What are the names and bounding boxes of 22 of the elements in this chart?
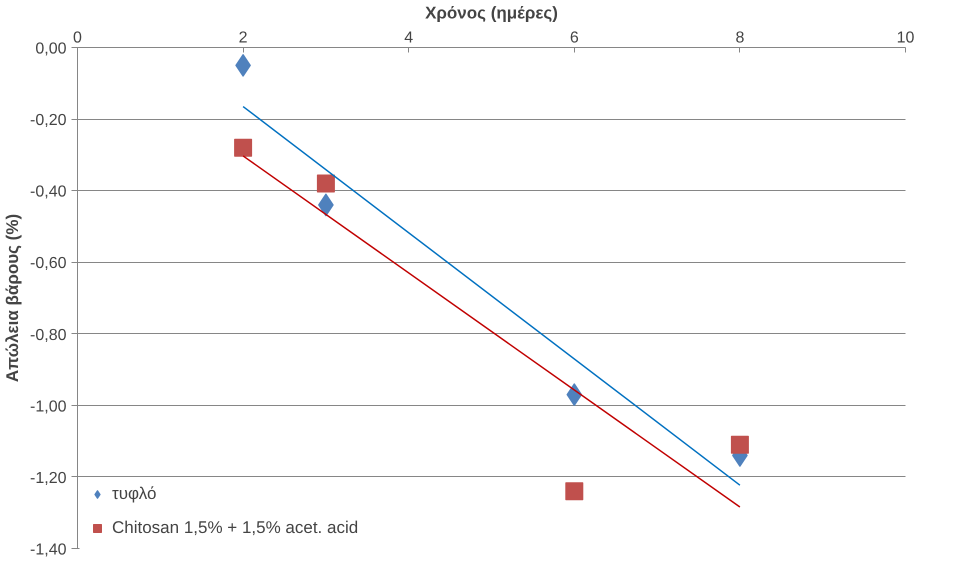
x-tick-label: 2 xyxy=(238,30,248,46)
y-tick-label: -0,60 xyxy=(30,255,67,272)
x-tick-label: 10 xyxy=(896,30,914,46)
y-tick-label: -1,00 xyxy=(30,398,67,416)
y-tick-label: 0,00 xyxy=(35,40,67,58)
x-tick-label: 8 xyxy=(735,30,744,46)
y-tick-label: -1,20 xyxy=(30,470,67,487)
x-tick-label: 6 xyxy=(570,30,579,46)
x-tick-label: 0 xyxy=(73,30,82,46)
x-axis-title: Χρόνος (ημέρες) xyxy=(425,4,558,22)
y-tick-label: -0,80 xyxy=(30,326,67,344)
legend-label: τυφλό xyxy=(112,484,156,504)
x-tick-label: 4 xyxy=(404,30,414,46)
point xyxy=(565,482,584,500)
y-tick-label: -0,20 xyxy=(30,112,67,130)
point xyxy=(316,174,335,192)
y-axis-title: Απώλεια βάρους (%) xyxy=(3,214,22,382)
y-tick-label: -0,40 xyxy=(30,184,67,201)
point xyxy=(730,436,749,454)
point xyxy=(234,138,252,157)
legend-label: Chitosan 1,5% + 1,5% acet. acid xyxy=(112,518,358,538)
y-tick-label: -1,40 xyxy=(30,542,67,558)
